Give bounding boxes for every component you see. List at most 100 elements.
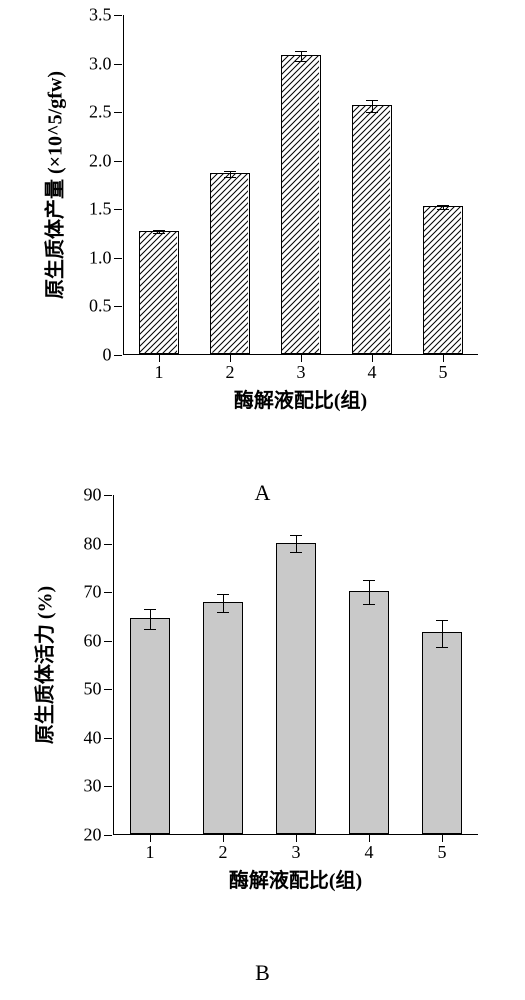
y-tick-label: 50 xyxy=(84,679,102,700)
y-tick xyxy=(104,738,112,739)
bar xyxy=(349,591,389,834)
y-tick-label: 20 xyxy=(84,825,102,846)
error-cap xyxy=(290,552,302,553)
x-tick xyxy=(372,354,373,362)
error-cap xyxy=(224,177,236,178)
error-cap xyxy=(153,233,165,234)
y-tick xyxy=(114,161,122,162)
y-tick xyxy=(114,64,122,65)
y-tick-label: 3.0 xyxy=(89,53,112,74)
chart-b-plot: 203040506070809012345酶解液配比(组) xyxy=(113,495,478,835)
y-tick xyxy=(104,592,112,593)
error-cap xyxy=(366,112,378,113)
chart-b-area: 203040506070809012345酶解液配比(组) 原生质体活力 (%) xyxy=(33,485,493,895)
x-tick xyxy=(442,834,443,842)
error-cap xyxy=(437,209,449,210)
error-cap xyxy=(153,230,165,231)
y-tick xyxy=(114,258,122,259)
error-bar xyxy=(442,620,443,647)
error-cap xyxy=(144,629,156,630)
x-tick xyxy=(296,834,297,842)
x-tick-label: 4 xyxy=(368,362,377,383)
chart-b-caption: B xyxy=(33,960,493,986)
y-tick xyxy=(104,641,112,642)
y-tick-label: 30 xyxy=(84,776,102,797)
error-cap xyxy=(436,620,448,621)
y-tick-label: 2.5 xyxy=(89,102,112,123)
x-tick xyxy=(150,834,151,842)
x-tick-label: 5 xyxy=(438,842,447,863)
error-cap xyxy=(217,594,229,595)
bar xyxy=(210,173,249,354)
y-tick xyxy=(114,306,122,307)
error-cap xyxy=(363,580,375,581)
page: 00.51.01.52.02.53.03.512345酶解液配比(组) 原生质体… xyxy=(0,0,525,1000)
y-tick-label: 2.0 xyxy=(89,150,112,171)
error-cap xyxy=(363,604,375,605)
bar xyxy=(276,543,316,834)
chart-b-panel: 203040506070809012345酶解液配比(组) 原生质体活力 (%)… xyxy=(33,485,493,945)
chart-a-panel: 00.51.01.52.02.53.03.512345酶解液配比(组) 原生质体… xyxy=(33,5,493,465)
x-tick xyxy=(369,834,370,842)
y-tick-label: 0.5 xyxy=(89,296,112,317)
x-tick xyxy=(159,354,160,362)
x-tick-label: 3 xyxy=(292,842,301,863)
x-tick xyxy=(230,354,231,362)
error-bar xyxy=(223,594,224,611)
y-tick xyxy=(104,495,112,496)
error-cap xyxy=(290,535,302,536)
y-tick-label: 1.0 xyxy=(89,247,112,268)
y-tick xyxy=(104,689,112,690)
error-bar xyxy=(372,100,373,112)
y-tick-label: 70 xyxy=(84,582,102,603)
bar xyxy=(422,632,462,834)
error-cap xyxy=(437,205,449,206)
x-tick-label: 2 xyxy=(226,362,235,383)
y-tick xyxy=(114,355,122,356)
y-tick-label: 0 xyxy=(103,345,112,366)
error-bar xyxy=(301,51,302,61)
error-cap xyxy=(295,61,307,62)
y-tick-label: 40 xyxy=(84,727,102,748)
error-cap xyxy=(295,51,307,52)
y-tick xyxy=(114,209,122,210)
y-tick-label: 80 xyxy=(84,533,102,554)
bar xyxy=(139,231,178,354)
bar xyxy=(423,206,462,354)
y-tick xyxy=(104,544,112,545)
error-bar xyxy=(369,580,370,604)
bar xyxy=(352,105,391,354)
error-cap xyxy=(366,100,378,101)
x-tick-label: 4 xyxy=(365,842,374,863)
error-cap xyxy=(436,647,448,648)
y-tick-label: 60 xyxy=(84,630,102,651)
bar xyxy=(203,602,243,834)
error-cap xyxy=(144,609,156,610)
error-bar xyxy=(296,535,297,552)
x-axis-label: 酶解液配比(组) xyxy=(234,384,367,413)
error-cap xyxy=(217,612,229,613)
x-tick-label: 3 xyxy=(297,362,306,383)
x-tick-label: 1 xyxy=(155,362,164,383)
y-tick-label: 1.5 xyxy=(89,199,112,220)
y-tick-label: 90 xyxy=(84,485,102,506)
bar xyxy=(130,618,170,834)
x-tick xyxy=(301,354,302,362)
x-tick xyxy=(443,354,444,362)
x-tick-label: 5 xyxy=(439,362,448,383)
x-tick-label: 2 xyxy=(219,842,228,863)
y-tick-label: 3.5 xyxy=(89,5,112,26)
y-tick xyxy=(114,112,122,113)
y-tick xyxy=(114,15,122,16)
y-tick xyxy=(104,835,112,836)
y-tick xyxy=(104,786,112,787)
bar xyxy=(281,55,320,354)
chart-a-plot: 00.51.01.52.02.53.03.512345酶解液配比(组) xyxy=(123,15,478,355)
x-tick-label: 1 xyxy=(146,842,155,863)
chart-b-ylabel: 原生质体活力 (%) xyxy=(28,586,57,744)
chart-a-ylabel: 原生质体产量 (×10^5/gfw) xyxy=(38,71,67,299)
error-bar xyxy=(150,609,151,628)
x-tick xyxy=(223,834,224,842)
x-axis-label: 酶解液配比(组) xyxy=(229,864,362,893)
error-cap xyxy=(224,171,236,172)
